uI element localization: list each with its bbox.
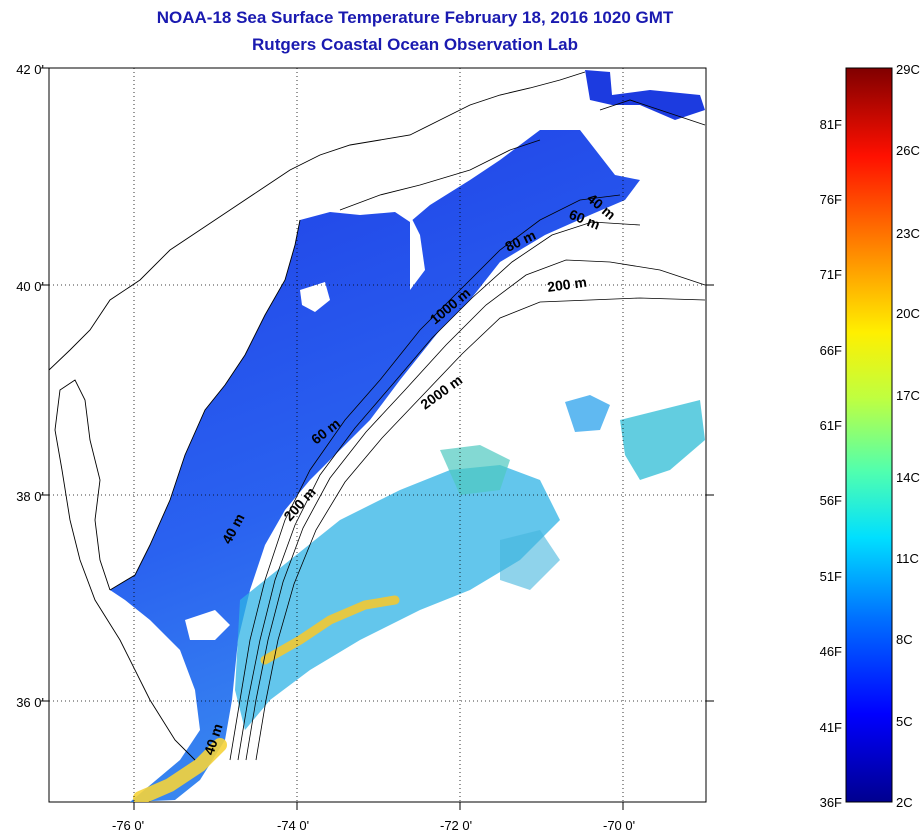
colorbar-f-label: 66F — [819, 343, 842, 358]
lat-label-36: 36 0' — [16, 695, 44, 710]
graticule — [49, 68, 706, 802]
colorbar-f-label: 71F — [819, 267, 842, 282]
lon-label-76: -76 0' — [112, 818, 145, 833]
colorbar-c-label: 29C — [896, 62, 920, 77]
colorbar-f-label: 36F — [819, 795, 842, 810]
coastline-capecod — [599, 99, 706, 126]
colorbar-c-label: 20C — [896, 306, 920, 321]
colorbar-c-label: 14C — [896, 470, 920, 485]
colorbar-c-label: 2C — [896, 795, 913, 810]
map-subtitle: Rutgers Coastal Ocean Observation Lab — [252, 35, 578, 54]
colorbar-f-label: 41F — [819, 720, 842, 735]
cloud-gap-1 — [300, 282, 330, 312]
lat-label-38: 38 0' — [16, 489, 44, 504]
colorbar-f-label: 81F — [819, 117, 842, 132]
offshore-patch-1 — [565, 395, 610, 432]
colorbar-f-label: 56F — [819, 493, 842, 508]
colorbar-c-label: 17C — [896, 388, 920, 403]
colorbar-c-label: 26C — [896, 143, 920, 158]
lon-label-70: -70 0' — [603, 818, 636, 833]
gulf-stream-band-south — [133, 738, 227, 802]
offshore-patch-4 — [500, 530, 560, 590]
colorbar-c-label: 11C — [896, 551, 919, 566]
contour-200m — [245, 259, 706, 761]
northeast-water — [585, 70, 705, 120]
offshore-patch-3 — [440, 445, 510, 495]
colorbar-f-label: 76F — [819, 192, 842, 207]
colorbar-c-label: 5C — [896, 714, 913, 729]
colorbar-f-label: 61F — [819, 418, 842, 433]
coastline-nj — [109, 219, 301, 591]
gulf-stream-band — [260, 595, 400, 665]
lat-label-42: 42 0' — [16, 62, 44, 77]
shelf-water — [110, 130, 640, 802]
offshore-patch-2 — [620, 400, 705, 480]
lon-label-74: -74 0' — [277, 818, 310, 833]
coastline — [49, 71, 586, 371]
contour-label: 200 m — [546, 274, 588, 295]
lat-label-40: 40 0' — [16, 279, 44, 294]
colorbar-f-label: 46F — [819, 644, 842, 659]
coastline-bay — [54, 379, 196, 761]
map-title: NOAA-18 Sea Surface Temperature February… — [156, 8, 674, 27]
colorbar — [845, 67, 893, 803]
coastline-longisland — [339, 139, 541, 211]
colorbar-c-label: 23C — [896, 226, 920, 241]
colorbar-c-label: 8C — [896, 632, 913, 647]
cloud-gap-2 — [185, 610, 230, 640]
lon-label-72: -72 0' — [440, 818, 473, 833]
cloud-gap-3 — [410, 215, 425, 290]
frame-ticks — [41, 67, 714, 810]
colorbar-f-label: 51F — [819, 569, 842, 584]
contour-60m — [237, 221, 641, 761]
contour-2000m — [255, 297, 706, 761]
contour-40m — [229, 194, 621, 761]
